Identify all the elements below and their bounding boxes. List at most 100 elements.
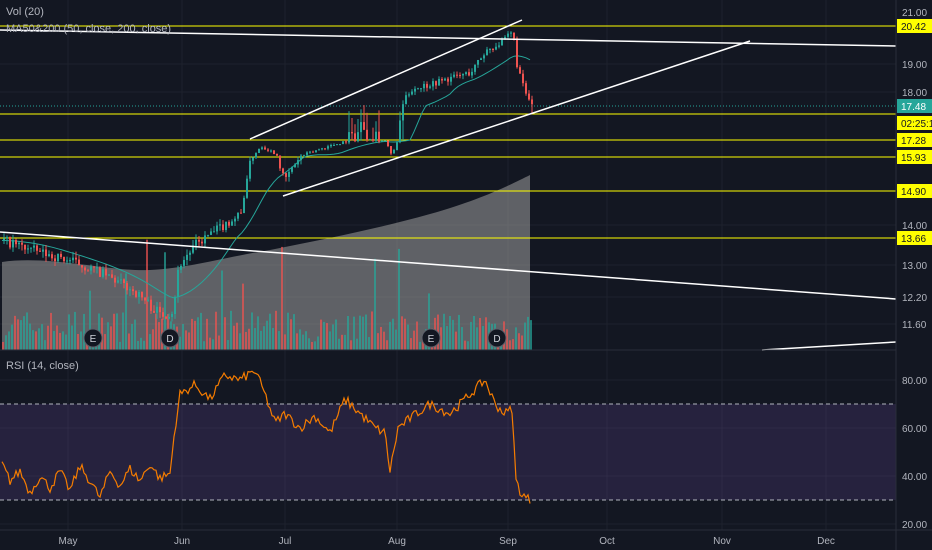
time-axis[interactable]: May Jun Jul Aug Sep Oct Nov Dec: [59, 536, 835, 547]
candle-body: [36, 245, 38, 251]
volume-bar: [221, 270, 223, 350]
volume-bar: [320, 319, 322, 350]
candle-body: [468, 72, 470, 76]
candle-body: [12, 240, 14, 248]
candle-body: [450, 76, 452, 82]
event-marker-dividend[interactable]: D: [160, 328, 180, 348]
candle-body: [138, 292, 140, 297]
event-marker-dividend[interactable]: D: [487, 328, 507, 348]
candle-body: [519, 67, 521, 74]
volume-bar: [479, 317, 481, 350]
volume-bar: [443, 313, 445, 350]
countdown-tag: 02:25:1: [897, 116, 932, 130]
rsi-band-background: [0, 404, 896, 500]
bottom-trendline[interactable]: [761, 341, 897, 351]
candle-body: [432, 81, 434, 87]
descending-resistance-trendline[interactable]: [0, 29, 897, 47]
volume-bar: [137, 340, 139, 350]
horizontal-levels[interactable]: [0, 25, 896, 239]
candle-body: [399, 120, 401, 143]
candle-body: [378, 131, 380, 142]
volume-bar: [17, 319, 19, 350]
candle-body: [120, 279, 122, 281]
candle-body: [93, 266, 95, 268]
candle-body: [411, 91, 413, 95]
level-price-tag: 17.28: [897, 133, 932, 147]
time-axis-label: Oct: [599, 536, 615, 547]
candle-body: [87, 270, 89, 272]
candle-body: [447, 78, 449, 82]
volume-bar: [416, 321, 418, 350]
volume-legend[interactable]: Vol (20): [6, 6, 44, 18]
rsi-axis-tick: 40.00: [902, 472, 927, 483]
volume-bar: [509, 340, 511, 350]
volume-bar: [368, 337, 370, 350]
candle-body: [240, 212, 242, 214]
moving-average-legend[interactable]: MA50&200 (50, close, 200, close): [6, 23, 172, 35]
event-marker-earnings[interactable]: E: [421, 328, 441, 348]
time-axis-label: Nov: [713, 536, 731, 547]
candle-body: [264, 147, 266, 150]
channel-lower-trendline[interactable]: [282, 40, 751, 197]
rsi-axis[interactable]: 80.00 60.00 40.00 20.00: [902, 376, 927, 531]
candle-body: [423, 83, 425, 89]
candle-body: [48, 254, 50, 257]
candle-body: [393, 149, 395, 154]
descending-support-trendline[interactable]: [0, 231, 897, 300]
candle-body: [348, 132, 350, 143]
event-marker-label: E: [428, 334, 435, 345]
candle-body: [111, 274, 113, 278]
trendlines[interactable]: [0, 19, 897, 351]
volume-bar: [164, 252, 166, 350]
last-price-tag-text: 17.48: [901, 102, 926, 113]
volume-bar: [80, 331, 82, 350]
volume-bar: [71, 325, 73, 350]
volume-bar: [284, 334, 286, 350]
volume-bar: [305, 331, 307, 350]
channel-upper-trendline[interactable]: [249, 19, 523, 140]
candle-body: [189, 252, 191, 255]
volume-bar: [227, 340, 229, 350]
price-axis-tick: 13.00: [902, 261, 927, 272]
volume-bar: [272, 327, 274, 350]
volume-bar: [104, 334, 106, 350]
candle-body: [228, 221, 230, 226]
volume-bar: [365, 314, 367, 350]
candle-body: [150, 299, 152, 311]
volume-bar: [527, 316, 529, 350]
volume-bar: [233, 325, 235, 350]
level-price-tag-text: 14.90: [901, 187, 926, 198]
event-marker-earnings[interactable]: E: [83, 328, 103, 348]
volume-bar: [356, 338, 358, 350]
candle-body: [90, 266, 92, 271]
volume-bar: [464, 340, 466, 350]
candle-body: [39, 250, 41, 252]
volume-bar: [512, 339, 514, 350]
volume-bar: [53, 330, 55, 350]
volume-bar: [296, 333, 298, 350]
price-axis[interactable]: 21.00 19.00 18.00 14.00 13.00 12.20 11.60: [902, 8, 927, 331]
volume-bar: [236, 322, 238, 350]
candle-body: [318, 149, 320, 151]
volume-bar: [149, 334, 151, 350]
volume-bar: [293, 314, 295, 350]
price-axis-tick: 18.00: [902, 88, 927, 99]
volume-bar: [470, 321, 472, 350]
volume-bar: [407, 324, 409, 350]
candle-body: [453, 74, 455, 77]
volume-bar: [308, 338, 310, 350]
rsi-axis-tick: 80.00: [902, 376, 927, 387]
candle-body: [132, 289, 134, 292]
volume-bar: [440, 327, 442, 350]
rsi-legend[interactable]: RSI (14, close): [6, 360, 79, 372]
time-axis-label: Jun: [174, 536, 190, 547]
volume-bar: [179, 336, 181, 350]
candle-body: [291, 167, 293, 172]
volume-bar: [263, 326, 265, 350]
event-marker-circle: [487, 328, 507, 348]
volume-bar: [290, 319, 292, 350]
level-price-tag-text: 13.66: [901, 234, 926, 245]
volume-bar: [47, 325, 49, 350]
